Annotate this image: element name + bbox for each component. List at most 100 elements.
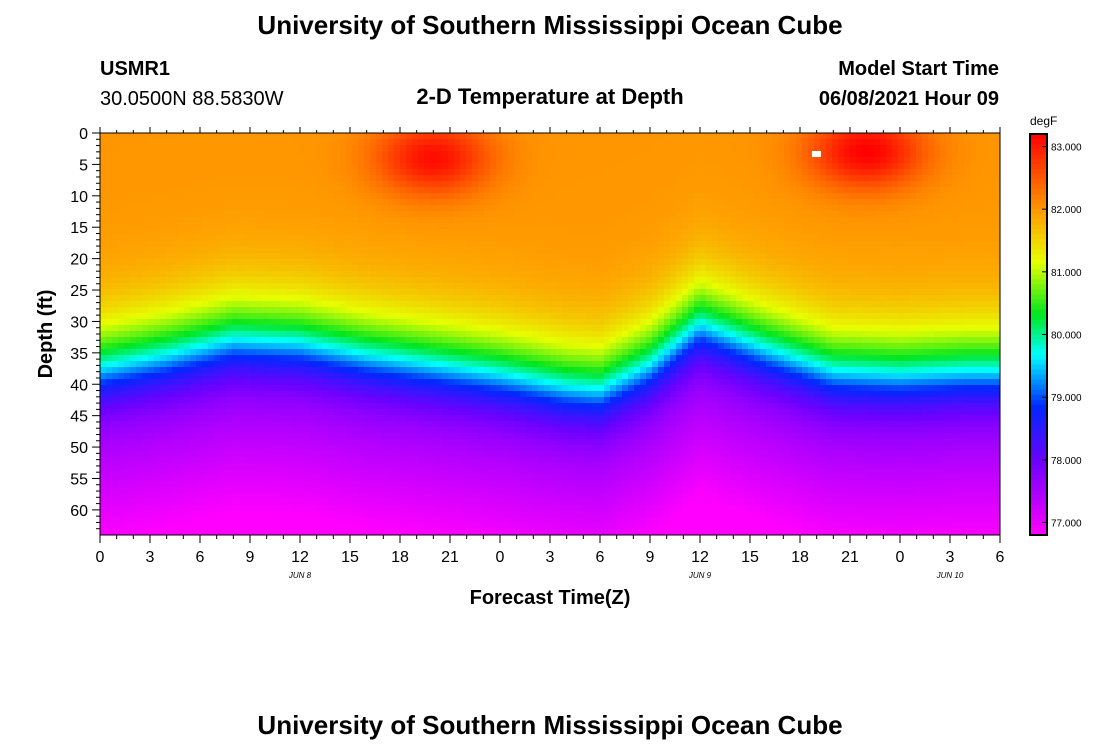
heatmap-cell xyxy=(856,133,863,140)
heatmap-cell xyxy=(658,181,665,188)
heatmap-cell xyxy=(394,253,401,260)
heatmap-cell xyxy=(256,163,263,170)
heatmap-cell xyxy=(880,301,887,308)
heatmap-cell xyxy=(886,235,893,242)
heatmap-cell xyxy=(334,157,341,164)
heatmap-cell xyxy=(964,169,971,176)
heatmap-cell xyxy=(574,295,581,302)
heatmap-cell xyxy=(676,199,683,206)
heatmap-cell xyxy=(694,175,701,182)
heatmap-cell xyxy=(316,211,323,218)
heatmap-cell xyxy=(976,163,983,170)
heatmap-cell xyxy=(346,313,353,320)
heatmap-cell xyxy=(844,247,851,254)
heatmap-cell xyxy=(682,301,689,308)
heatmap-cell xyxy=(844,187,851,194)
heatmap-cell xyxy=(274,139,281,146)
heatmap-cell xyxy=(952,163,959,170)
heatmap-cell xyxy=(832,283,839,290)
heatmap-cell xyxy=(358,217,365,224)
heatmap-cell xyxy=(568,283,575,290)
heatmap-cell xyxy=(694,163,701,170)
heatmap-cell xyxy=(172,313,179,320)
heatmap-cell xyxy=(898,223,905,230)
heatmap-cell xyxy=(598,253,605,260)
heatmap-cell xyxy=(322,265,329,272)
heatmap-cell xyxy=(454,133,461,140)
heatmap-cell xyxy=(652,325,659,332)
heatmap-cell xyxy=(958,253,965,260)
heatmap-cell xyxy=(286,295,293,302)
heatmap-cell xyxy=(232,271,239,278)
heatmap-cell xyxy=(400,175,407,182)
heatmap-cell xyxy=(574,187,581,194)
heatmap-cell xyxy=(418,307,425,314)
heatmap-cell xyxy=(790,151,797,158)
heatmap-cell xyxy=(652,259,659,266)
heatmap-cell xyxy=(964,301,971,308)
heatmap-cell xyxy=(472,217,479,224)
heatmap-cell xyxy=(826,223,833,230)
heatmap-cell xyxy=(886,187,893,194)
heatmap-cell xyxy=(700,283,707,290)
heatmap-cell xyxy=(310,301,317,308)
heatmap-cell xyxy=(118,199,125,206)
heatmap-cell xyxy=(982,283,989,290)
heatmap-cell xyxy=(376,295,383,302)
heatmap-cell xyxy=(340,169,347,176)
heatmap-cell xyxy=(118,277,125,284)
heatmap-cell xyxy=(796,133,803,140)
heatmap-cell xyxy=(748,277,755,284)
heatmap-cell xyxy=(100,205,107,212)
heatmap-cell xyxy=(496,193,503,200)
heatmap-cell xyxy=(850,193,857,200)
heatmap-cell xyxy=(508,151,515,158)
heatmap-cell xyxy=(664,277,671,284)
heatmap-cell xyxy=(592,289,599,296)
heatmap-cell xyxy=(568,253,575,260)
heatmap-cell xyxy=(262,325,269,332)
heatmap-cell xyxy=(550,217,557,224)
heatmap-cell xyxy=(220,211,227,218)
heatmap-cell xyxy=(268,223,275,230)
heatmap-cell xyxy=(280,313,287,320)
heatmap-cell xyxy=(202,169,209,176)
heatmap-cell xyxy=(466,277,473,284)
heatmap-cell xyxy=(868,175,875,182)
heatmap-cell xyxy=(472,295,479,302)
heatmap-cell xyxy=(148,241,155,248)
heatmap-cell xyxy=(232,295,239,302)
heatmap-cell xyxy=(766,301,773,308)
heatmap-cell xyxy=(730,151,737,158)
heatmap-cell xyxy=(880,325,887,332)
heatmap-cell xyxy=(742,325,749,332)
heatmap-cell xyxy=(640,223,647,230)
heatmap-cell xyxy=(724,271,731,278)
heatmap-cell xyxy=(472,301,479,308)
heatmap-cell xyxy=(136,259,143,266)
heatmap-cell xyxy=(394,163,401,170)
heatmap-cell xyxy=(232,313,239,320)
heatmap-cell xyxy=(718,301,725,308)
heatmap-cell xyxy=(106,157,113,164)
heatmap-cell xyxy=(520,307,527,314)
heatmap-cell xyxy=(154,199,161,206)
heatmap-cell xyxy=(106,295,113,302)
heatmap-cell xyxy=(226,199,233,206)
heatmap-cell xyxy=(616,151,623,158)
heatmap-cell xyxy=(952,199,959,206)
heatmap-cell xyxy=(784,139,791,146)
heatmap-cell xyxy=(118,271,125,278)
heatmap-cell xyxy=(130,151,137,158)
heatmap-cell xyxy=(274,133,281,140)
heatmap-cell xyxy=(658,133,665,140)
heatmap-cell xyxy=(586,163,593,170)
heatmap-cell xyxy=(280,217,287,224)
heatmap-cell xyxy=(802,205,809,212)
heatmap-cell xyxy=(316,259,323,266)
heatmap-cell xyxy=(214,163,221,170)
heatmap-cell xyxy=(256,181,263,188)
heatmap-cell xyxy=(202,271,209,278)
heatmap-cell xyxy=(760,175,767,182)
heatmap-cell xyxy=(988,283,995,290)
